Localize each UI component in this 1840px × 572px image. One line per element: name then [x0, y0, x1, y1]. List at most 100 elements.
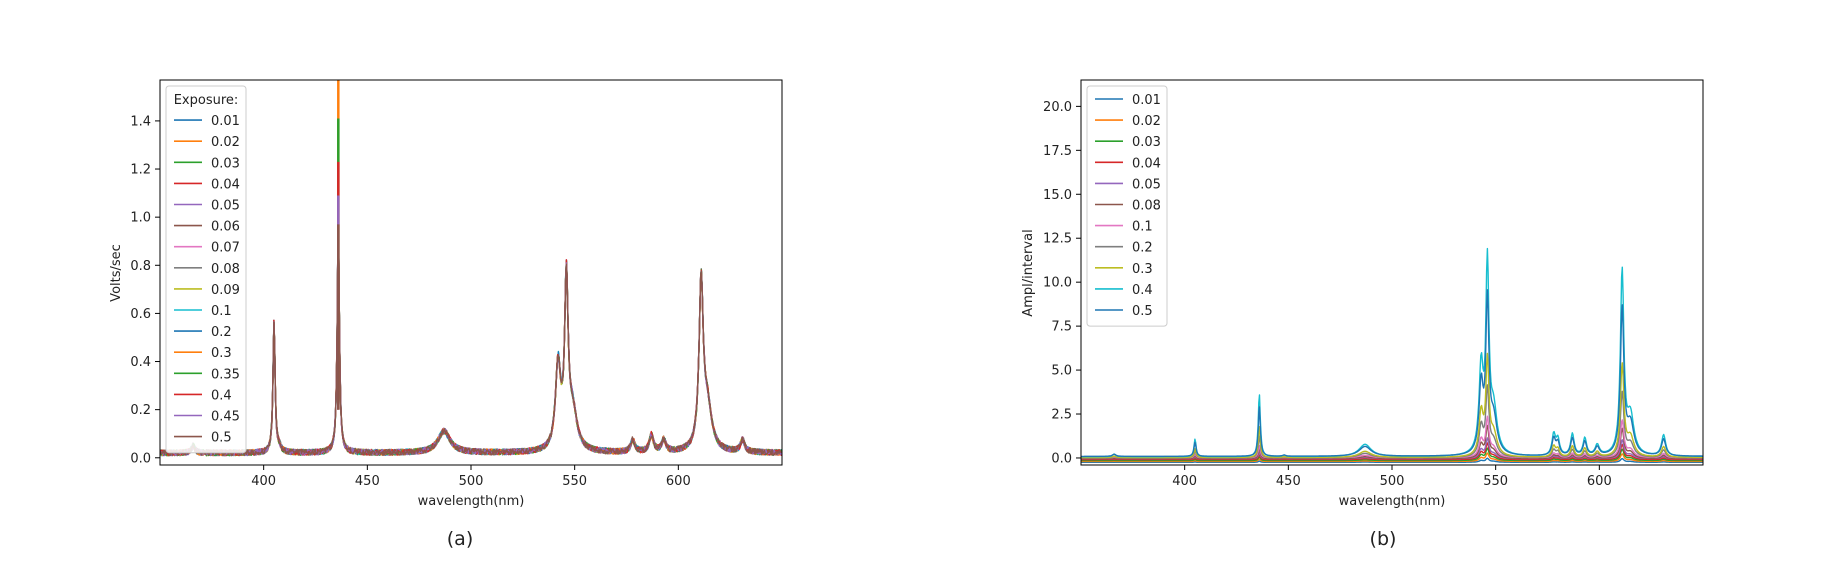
legend-entry: 0.3 [174, 346, 232, 361]
series-line [160, 225, 782, 457]
legend-box [165, 85, 247, 454]
y-axis-label: Volts/sec [109, 244, 124, 302]
legend-label: 0.05 [1132, 177, 1161, 192]
legend-entry: 0.2 [1095, 241, 1153, 256]
series-line [1081, 247, 1703, 458]
y-tick-label: 15.0 [1043, 188, 1072, 203]
x-axis-label: wavelength(nm) [418, 494, 525, 509]
legend-entry: 0.03 [174, 156, 240, 171]
legend-label: 0.06 [211, 220, 240, 235]
legend: Exposure: 0.01 0.02 0.03 0.04 0.05 0.06 0.07 0.0… [165, 85, 247, 454]
chart-panel-b: 400 450 500 550 600 0.0 2.5 5.0 7.5 10.0 12.5 15.0… [1021, 79, 1704, 550]
x-axis-label: wavelength(nm) [1339, 494, 1446, 509]
legend-box [1086, 85, 1168, 327]
x-tick-label: 400 [1172, 474, 1197, 489]
series-line [160, 227, 782, 457]
series-line [1081, 447, 1703, 462]
y-tick-label: 1.2 [130, 163, 151, 178]
legend-entry: 0.02 [1095, 114, 1161, 129]
legend-label: 0.02 [211, 135, 240, 150]
x-tick-label: 500 [1380, 474, 1405, 489]
series-line [160, 225, 782, 457]
legend-label: 0.2 [1132, 241, 1153, 256]
series-line [160, 223, 782, 457]
plot-frame [159, 79, 783, 466]
series-line [160, 220, 782, 457]
x-tick-label: 450 [355, 474, 380, 489]
legend-label: 0.04 [1132, 156, 1161, 171]
series-line [160, 226, 782, 457]
legend-entry: 0.35 [174, 367, 240, 382]
legend-entry: 0.08 [174, 262, 240, 277]
series-line [1081, 424, 1703, 460]
chart-panel-a: 400 450 500 550 600 0.0 0.2 0.4 0.6 0.8 1.0 1.2 1.4… [109, 79, 783, 550]
y-axis-label: Ampl/interval [1021, 229, 1036, 316]
series-line [160, 223, 782, 457]
series-line [160, 222, 782, 457]
series-line [160, 222, 782, 457]
y-tick-label: 5.0 [1051, 364, 1072, 379]
legend-entry: 0.09 [174, 283, 240, 298]
legend-label: 0.07 [211, 241, 240, 256]
y-tick-label: 0.8 [130, 259, 151, 274]
legend-entry: 0.3 [1095, 262, 1153, 277]
x-tick-label: 400 [251, 474, 276, 489]
legend-entry: 0.04 [1095, 156, 1161, 171]
series-line [1081, 415, 1703, 459]
series-line [160, 226, 782, 457]
legend-label: 0.05 [211, 199, 240, 214]
series-line [160, 224, 782, 457]
series-line [1081, 289, 1703, 458]
panel-caption: (a) [447, 528, 473, 550]
legend: 0.01 0.02 0.03 0.04 0.05 0.08 0.1 0.2 0.3 0.4 0.5 [1086, 85, 1168, 327]
legend-label: 0.01 [1132, 93, 1161, 108]
legend-entry: 0.2 [174, 325, 232, 340]
series-line [160, 224, 782, 457]
legend-entry: 0.1 [1095, 220, 1153, 235]
y-tick-label: 17.5 [1043, 144, 1072, 159]
y-tick-label: 0.6 [130, 307, 151, 322]
series-line [1081, 442, 1703, 461]
x-axis-ticks: 400 450 500 550 600 [251, 465, 691, 489]
legend-entry: 0.4 [174, 388, 232, 403]
series-line [1081, 384, 1703, 459]
legend-entry: 0.5 [174, 431, 232, 446]
y-tick-label: 1.4 [130, 114, 151, 129]
legend-label: 0.02 [1132, 114, 1161, 129]
legend-label: 0.4 [1132, 283, 1153, 298]
legend-label: 0.08 [1132, 199, 1161, 214]
legend-label: 0.5 [1132, 304, 1153, 319]
legend-entry: 0.03 [1095, 135, 1161, 150]
legend-entry: 0.02 [174, 135, 240, 150]
series-line [160, 224, 782, 457]
x-tick-label: 550 [562, 474, 587, 489]
y-tick-label: 0.0 [130, 451, 151, 466]
legend-entry: 0.4 [1095, 283, 1153, 298]
legend-label: 0.09 [211, 283, 240, 298]
series-line [1081, 452, 1703, 463]
legend-label: 0.03 [211, 156, 240, 171]
legend-label: 0.5 [211, 431, 232, 446]
legend-label: 0.3 [211, 346, 232, 361]
legend-label: 0.3 [1132, 262, 1153, 277]
plot-frame [1080, 79, 1704, 466]
y-tick-label: 0.2 [130, 403, 151, 418]
y-tick-label: 12.5 [1043, 232, 1072, 247]
legend-title: Exposure: [174, 93, 239, 108]
series-line [160, 223, 782, 457]
series-line [160, 225, 782, 457]
legend-label: 0.03 [1132, 135, 1161, 150]
y-tick-label: 0.0 [1051, 451, 1072, 466]
legend-entry: 0.5 [1095, 304, 1153, 319]
x-tick-label: 500 [459, 474, 484, 489]
legend-entry: 0.45 [174, 410, 240, 425]
legend-entry: 0.06 [174, 220, 240, 235]
legend-label: 0.1 [1132, 220, 1153, 235]
legend-entry: 0.05 [1095, 177, 1161, 192]
y-tick-label: 0.4 [130, 355, 151, 370]
y-tick-label: 2.5 [1051, 408, 1072, 423]
legend-label: 0.35 [211, 367, 240, 382]
legend-entry: 0.07 [174, 241, 240, 256]
x-tick-label: 550 [1483, 474, 1508, 489]
